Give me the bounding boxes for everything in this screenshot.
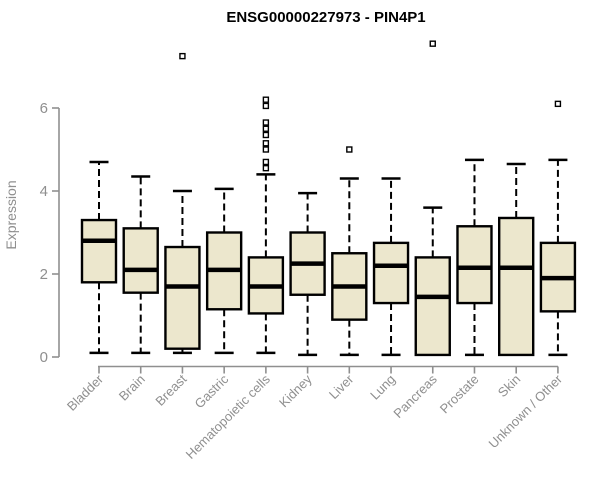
x-category-label-lung: Lung	[367, 372, 398, 403]
box-bladder	[80, 218, 118, 284]
x-category-label-brain: Brain	[116, 372, 148, 404]
outlier-pancreas	[429, 40, 436, 47]
y-tick-label: 6	[40, 100, 48, 117]
y-axis-label: Expression	[3, 180, 19, 249]
box-prostate	[456, 225, 493, 305]
outlier-hematopoietic-cells	[262, 119, 270, 126]
x-category-label-pancreas: Pancreas	[390, 371, 440, 421]
x-category-label-skin: Skin	[495, 372, 523, 400]
box-breast	[164, 245, 201, 350]
x-category-label-unknown-other: Unknown / Other	[485, 371, 565, 451]
x-category-label-kidney: Kidney	[276, 371, 315, 410]
box-brain	[122, 227, 159, 294]
y-tick-label: 4	[40, 183, 48, 200]
outlier-breast	[179, 52, 186, 60]
outlier-hematopoietic-cells	[262, 131, 270, 139]
x-category-label-bladder: Bladder	[64, 371, 107, 414]
x-category-label-breast: Breast	[152, 371, 189, 408]
outlier-hematopoietic-cells	[262, 146, 270, 153]
y-tick-label: 0	[40, 349, 48, 366]
box-skin	[498, 216, 535, 357]
chart-title: ENSG00000227973 - PIN4P1	[226, 9, 425, 26]
outlier-hematopoietic-cells	[262, 164, 270, 172]
outlier-hematopoietic-cells	[262, 158, 270, 166]
outlier-hematopoietic-cells	[262, 102, 270, 110]
x-category-label-prostate: Prostate	[437, 372, 482, 417]
outlier-unknown-other	[554, 100, 562, 108]
outlier-liver	[346, 146, 353, 153]
outlier-hematopoietic-cells	[262, 140, 270, 147]
box-lung	[372, 241, 410, 305]
x-category-label-liver: Liver	[326, 371, 357, 402]
box-pancreas	[414, 256, 451, 357]
y-tick-label: 2	[40, 266, 48, 283]
outlier-hematopoietic-cells	[262, 125, 270, 132]
outlier-hematopoietic-cells	[262, 96, 270, 103]
x-category-label-gastric: Gastric	[192, 371, 232, 411]
